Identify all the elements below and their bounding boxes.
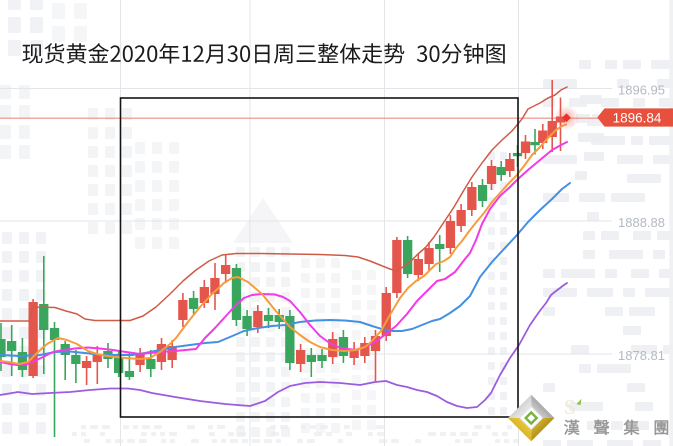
svg-text:1896.95: 1896.95	[618, 83, 665, 98]
svg-text:1888.88: 1888.88	[618, 215, 665, 230]
svg-text:1896.84: 1896.84	[613, 110, 662, 125]
svg-text:1878.81: 1878.81	[618, 348, 665, 363]
svg-text:S: S	[564, 395, 576, 419]
